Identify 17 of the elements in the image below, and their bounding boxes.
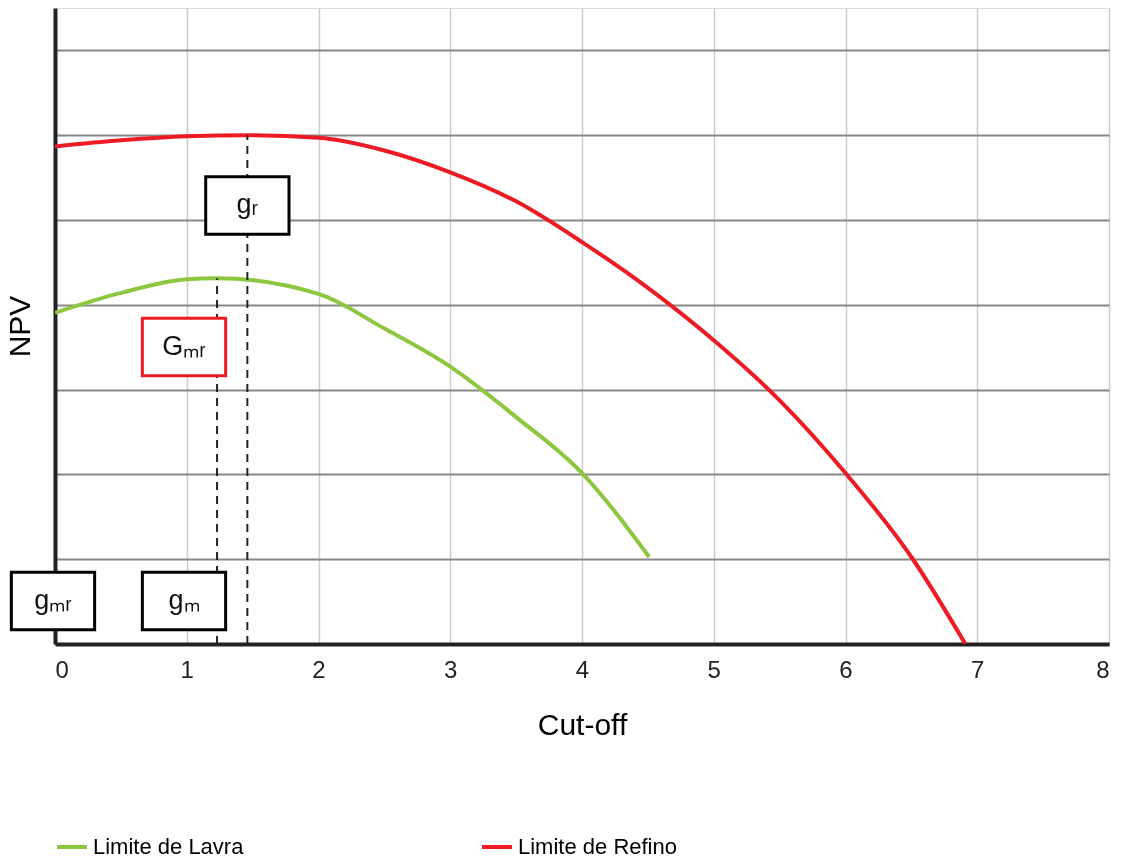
x-tick-label: 5 [707, 655, 721, 683]
x-tick-label: 2 [312, 655, 326, 683]
annotation: Gₘᵣ [162, 331, 206, 361]
x-tick-label: 3 [444, 655, 458, 683]
legend-label: Limite de Refino [518, 834, 677, 859]
annotation: gₘᵣ [34, 585, 72, 615]
x-axis-title: Cut-off [537, 707, 628, 741]
x-tick-label: 6 [839, 655, 853, 683]
y-axis-title: NPV [2, 295, 36, 358]
x-tick-label: 7 [971, 655, 985, 683]
x-tick-label: 0 [55, 655, 69, 683]
legend-label: Limite de Lavra [93, 834, 245, 859]
annotation: gᵣ [236, 189, 259, 220]
x-tick-label: 1 [180, 655, 194, 683]
x-tick-label: 4 [575, 655, 590, 683]
annotation: gₘ [168, 585, 200, 615]
x-tick-label: 8 [1096, 655, 1110, 683]
